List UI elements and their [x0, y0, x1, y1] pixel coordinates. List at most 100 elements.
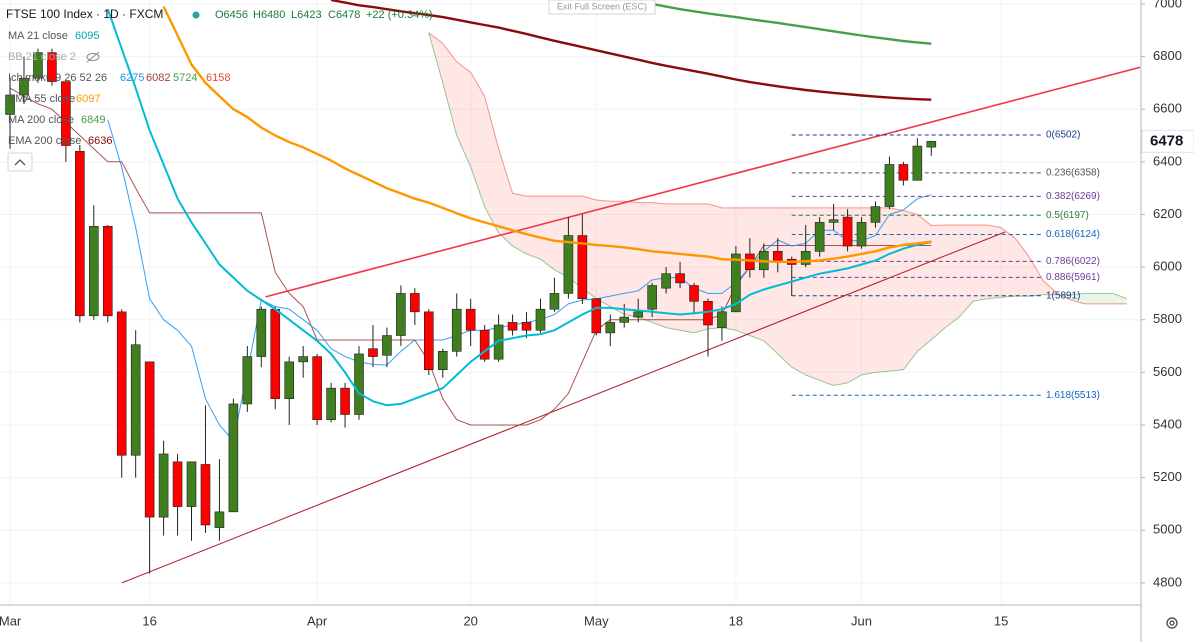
ohlc-open: O6456 — [215, 9, 248, 21]
collapse-legend-button[interactable] — [7, 152, 33, 172]
candle-body — [591, 298, 602, 334]
y-tick-label: 6200 — [1153, 206, 1182, 221]
legend-value: 6849 — [81, 114, 105, 126]
candle-body — [661, 273, 671, 289]
cloud-segment — [610, 201, 625, 315]
candle-body — [116, 311, 127, 456]
ohlc-close: C6478 — [328, 9, 360, 21]
cloud-segment — [1084, 293, 1099, 304]
settings-icon[interactable] — [1166, 617, 1178, 629]
candle-body — [507, 322, 518, 331]
ohlc-low: L6423 — [291, 9, 322, 21]
candle-body — [75, 151, 85, 317]
cloud-segment — [624, 201, 639, 318]
legend-label: EMA 200 close — [8, 135, 81, 147]
eye-off-icon[interactable] — [86, 51, 100, 63]
candle-body — [144, 361, 155, 518]
candle-body — [842, 216, 853, 247]
candle-body — [214, 511, 225, 528]
candle-body — [61, 81, 71, 146]
candle-body — [33, 52, 43, 79]
legend-label: Ichimoku 9 26 52 26 — [8, 72, 107, 84]
trend-line — [265, 66, 1140, 298]
cloud-segment — [1098, 293, 1113, 304]
fib-level-label: 0.236(6358) — [1046, 168, 1100, 179]
candle-body — [675, 273, 685, 284]
cloud-segment — [903, 210, 918, 370]
candle-body — [19, 77, 29, 96]
exit-fullscreen-button[interactable]: Exit Full Screen (ESC) — [548, 0, 656, 15]
legend-label: MA 21 close — [8, 30, 68, 42]
candle-body — [898, 164, 909, 181]
candle-body — [926, 141, 937, 148]
candle-body — [298, 356, 308, 363]
cloud-segment — [889, 207, 904, 372]
candle-body — [256, 308, 267, 357]
candle-body — [563, 235, 574, 294]
legend-value: 6158 — [206, 72, 230, 84]
ohlc-change: +22 (+0.34%) — [366, 9, 433, 21]
candle-body — [633, 311, 643, 318]
cloud-segment — [1070, 293, 1085, 304]
candle-body — [912, 145, 923, 181]
cloud-segment — [819, 207, 834, 386]
cloud-segment — [847, 207, 862, 383]
legend-label-hidden: BB 21 close 2 — [8, 51, 76, 63]
cloud-segment — [1112, 293, 1127, 304]
cloud-segment — [917, 214, 932, 352]
candle-body — [186, 461, 197, 507]
cloud-segment — [666, 203, 681, 331]
candle-body — [856, 222, 867, 247]
cloud-segment — [512, 193, 527, 254]
y-tick-label: 5000 — [1153, 522, 1182, 537]
candle-body — [47, 52, 57, 82]
cloud-segment — [791, 207, 806, 375]
cloud-segment — [456, 61, 471, 168]
cloud-segment — [707, 203, 722, 329]
candle-body — [354, 353, 364, 415]
cloud-segment — [596, 200, 611, 307]
candle-body — [89, 226, 99, 317]
cloud-segment — [498, 148, 513, 247]
x-tick-label: Mar — [0, 613, 22, 628]
cloud-segment — [1029, 256, 1043, 297]
candle-body — [396, 293, 406, 336]
candle-body — [479, 329, 490, 360]
x-tick-label: May — [584, 613, 609, 628]
candle-body — [605, 322, 616, 334]
cloud-segment — [442, 43, 457, 136]
candle-body — [870, 206, 881, 223]
candle-body — [130, 344, 141, 456]
cloud-segment — [526, 196, 541, 260]
candle-body — [647, 285, 657, 310]
candle-body — [270, 308, 281, 399]
candle-body — [689, 285, 699, 302]
x-tick-label: 18 — [729, 613, 743, 628]
cloud-segment — [945, 225, 960, 328]
candle-body — [382, 335, 392, 356]
cloud-segment — [973, 225, 988, 302]
y-tick-label: 5600 — [1153, 364, 1182, 379]
fib-level-label: 0.886(5961) — [1046, 272, 1100, 283]
x-tick-label: 20 — [463, 613, 477, 628]
axes: 4800 5000 5200 5400 5600 5800 6000 6200 6400 6600… — [0, 0, 1194, 628]
candle-body — [284, 361, 295, 399]
candle-body — [800, 251, 811, 265]
moving-average-line — [106, 8, 932, 407]
cloud-segment — [763, 207, 778, 354]
y-tick-label: 6400 — [1153, 153, 1182, 168]
candle-body — [828, 219, 839, 223]
y-tick-label: 5200 — [1153, 469, 1182, 484]
legend-value: 6097 — [76, 93, 100, 105]
candle-body — [884, 164, 895, 207]
cloud-segment — [959, 225, 974, 318]
fib-level-label: 0.786(6022) — [1046, 256, 1100, 267]
candle-body — [242, 356, 253, 405]
candle-body — [5, 94, 15, 115]
y-tick-label: 5800 — [1153, 311, 1182, 326]
y-tick-label: 6800 — [1153, 48, 1182, 63]
y-tick-label: 4800 — [1153, 574, 1182, 589]
cloud-segment — [861, 207, 876, 375]
legend: FTSE 100 Index · 1D · FXCM O6456 H6480 L… — [6, 7, 433, 172]
